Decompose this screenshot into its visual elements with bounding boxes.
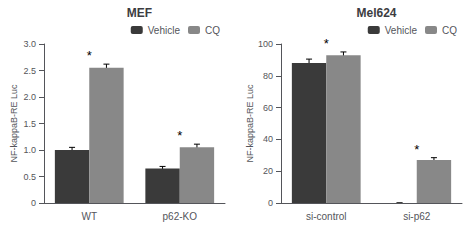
svg-text:NF-kappaB-RE Luc: NF-kappaB-RE Luc [9,84,19,163]
svg-text:2.0: 2.0 [23,92,36,102]
svg-text:si-control: si-control [306,211,347,222]
svg-text:1.5: 1.5 [23,119,36,129]
svg-text:WT: WT [81,211,97,222]
svg-text:si-p62: si-p62 [403,211,431,222]
svg-text:20: 20 [263,166,273,176]
svg-text:CQ: CQ [205,25,220,36]
svg-text:Vehicle: Vehicle [385,25,418,36]
svg-text:CQ: CQ [442,25,457,36]
svg-text:100: 100 [258,39,273,49]
svg-text:0: 0 [268,198,273,208]
svg-text:MEF: MEF [127,6,152,20]
svg-text:3.0: 3.0 [23,39,36,49]
svg-text:Vehicle: Vehicle [148,25,181,36]
svg-text:60: 60 [263,103,273,113]
svg-text:*: * [324,36,329,51]
svg-text:2.5: 2.5 [23,66,36,76]
svg-text:0.5: 0.5 [23,172,36,182]
svg-text:1.0: 1.0 [23,145,36,155]
svg-text:*: * [177,128,182,143]
svg-text:0: 0 [31,198,36,208]
svg-text:80: 80 [263,71,273,81]
svg-text:40: 40 [263,134,273,144]
svg-text:*: * [87,48,92,63]
svg-text:Mel624: Mel624 [356,6,396,20]
svg-text:p62-KO: p62-KO [163,211,198,222]
svg-text:NF-kappaB-RE Luc: NF-kappaB-RE Luc [245,84,255,163]
svg-text:*: * [414,142,419,157]
